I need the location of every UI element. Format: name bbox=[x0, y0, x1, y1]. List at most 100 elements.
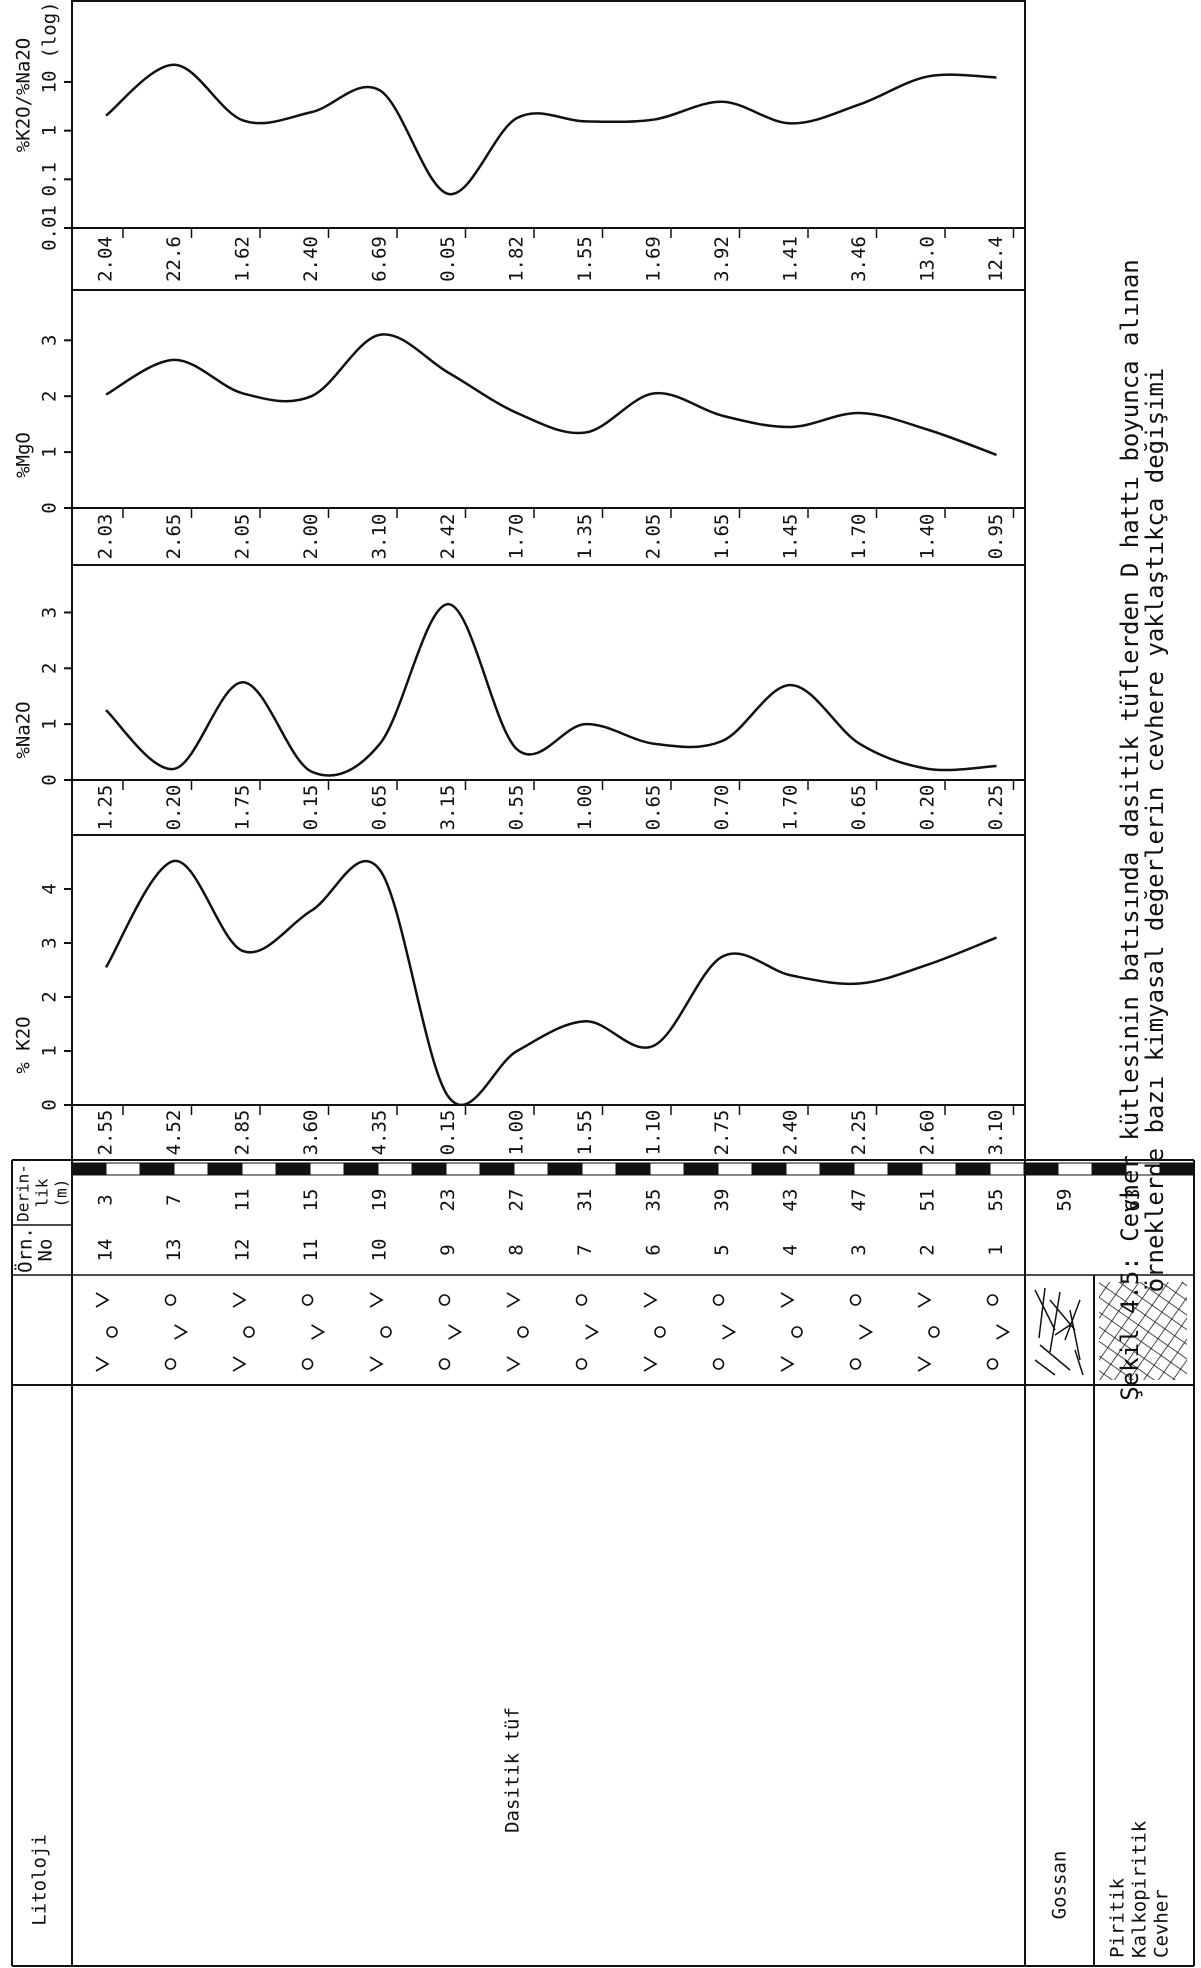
unit-name: Piritik bbox=[1107, 1877, 1129, 1958]
depth-header: lik bbox=[33, 1178, 52, 1207]
value-label: 0.15 bbox=[300, 785, 322, 831]
depth: 19 bbox=[369, 1189, 391, 1212]
data-line bbox=[106, 861, 997, 1105]
depth: 3 bbox=[95, 1194, 117, 1205]
value-label: 0.05 bbox=[437, 236, 459, 282]
y-axis-label: %Na2O bbox=[13, 701, 35, 758]
depth: 31 bbox=[574, 1189, 596, 1212]
value-label: 0.55 bbox=[506, 785, 528, 831]
tuff-symbol bbox=[233, 1357, 245, 1371]
unit-name: Gossan bbox=[1049, 1851, 1071, 1920]
sample-no: 8 bbox=[506, 1244, 528, 1255]
value-label: 1.25 bbox=[95, 785, 117, 831]
value-label: 2.40 bbox=[780, 1110, 802, 1156]
tuff-symbol bbox=[370, 1293, 382, 1307]
value-label: 1.82 bbox=[506, 236, 528, 282]
value-label: 3.15 bbox=[437, 785, 459, 831]
tuff-symbol bbox=[577, 1359, 587, 1369]
y-tick-label: 1 bbox=[39, 125, 61, 136]
depth: 35 bbox=[643, 1189, 665, 1212]
scale-note: (log) bbox=[39, 1, 61, 58]
value-label: 2.60 bbox=[917, 1110, 939, 1156]
value-label: 2.42 bbox=[437, 514, 459, 560]
scale-segment bbox=[888, 1163, 922, 1175]
sample-no: 6 bbox=[643, 1244, 665, 1255]
tuff-symbol bbox=[303, 1359, 313, 1369]
tuff-symbol bbox=[997, 1325, 1009, 1339]
scale-segment bbox=[684, 1163, 718, 1175]
sample-no: 1 bbox=[985, 1244, 1007, 1255]
value-label: 0.95 bbox=[985, 514, 1007, 560]
tuff-symbol bbox=[96, 1293, 108, 1307]
y-tick-label: 1 bbox=[39, 718, 61, 729]
scale-segment bbox=[514, 1163, 548, 1175]
tuff-symbol bbox=[166, 1359, 176, 1369]
sample-no: 13 bbox=[163, 1239, 185, 1262]
y-axis-label: % K2O bbox=[13, 1016, 35, 1073]
tuff-symbol bbox=[929, 1327, 939, 1337]
y-tick-label: 4 bbox=[39, 883, 61, 894]
scale-segment bbox=[582, 1163, 616, 1175]
value-label: 0.65 bbox=[848, 785, 870, 831]
tuff-symbol bbox=[655, 1327, 665, 1337]
y-tick-label: 0 bbox=[39, 774, 61, 785]
scale-segment bbox=[1024, 1163, 1058, 1175]
tuff-symbol bbox=[586, 1325, 598, 1339]
sample-no: 5 bbox=[711, 1244, 733, 1255]
value-label: 2.55 bbox=[95, 1110, 117, 1156]
tuff-symbol bbox=[988, 1359, 998, 1369]
tuff-symbol bbox=[644, 1357, 656, 1371]
value-label: 2.03 bbox=[95, 514, 117, 560]
value-label: 1.00 bbox=[506, 1110, 528, 1156]
value-label: 2.00 bbox=[300, 514, 322, 560]
y-tick-label: 0 bbox=[39, 502, 61, 513]
value-label: 4.52 bbox=[163, 1110, 185, 1156]
y-tick-label: 3 bbox=[39, 937, 61, 948]
data-line bbox=[106, 604, 997, 775]
value-label: 2.05 bbox=[643, 514, 665, 560]
depth-header: (m) bbox=[52, 1179, 71, 1208]
value-label: 2.25 bbox=[848, 1110, 870, 1156]
tuff-symbol bbox=[96, 1357, 108, 1371]
depth: 11 bbox=[232, 1189, 254, 1212]
depth-header: Derin- bbox=[14, 1164, 33, 1222]
scale-segment bbox=[344, 1163, 378, 1175]
sample-no: 10 bbox=[369, 1239, 391, 1262]
caption: örneklerde bazı kimyasal değerlerin cevh… bbox=[1141, 368, 1169, 1293]
sample-no: 11 bbox=[300, 1239, 322, 1262]
value-label: 12.4 bbox=[985, 236, 1007, 282]
tuff-symbol bbox=[644, 1293, 656, 1307]
depth: 55 bbox=[985, 1189, 1007, 1212]
y-tick-label: 2 bbox=[39, 991, 61, 1002]
depth: 23 bbox=[437, 1189, 459, 1212]
tuff-symbol bbox=[781, 1293, 793, 1307]
tuff-symbol bbox=[166, 1295, 176, 1305]
sample-no: 9 bbox=[437, 1244, 459, 1255]
scale-segment bbox=[854, 1163, 888, 1175]
sample-no: 2 bbox=[917, 1244, 939, 1255]
scale-segment bbox=[378, 1163, 412, 1175]
value-label: 1.00 bbox=[574, 785, 596, 831]
depth: 27 bbox=[506, 1189, 528, 1212]
value-label: 1.75 bbox=[232, 785, 254, 831]
scale-segment bbox=[72, 1163, 106, 1175]
sample-no: 14 bbox=[95, 1239, 117, 1262]
value-label: 0.25 bbox=[985, 785, 1007, 831]
value-label: 2.75 bbox=[711, 1110, 733, 1156]
scale-segment bbox=[208, 1163, 242, 1175]
value-label: 1.45 bbox=[780, 514, 802, 560]
value-label: 1.70 bbox=[506, 514, 528, 560]
unit-name: Kalkopiritik bbox=[1129, 1820, 1151, 1958]
tuff-symbol bbox=[370, 1357, 382, 1371]
value-label: 1.55 bbox=[574, 1110, 596, 1156]
unit-name: Cevher bbox=[1151, 1889, 1173, 1958]
tuff-symbol bbox=[577, 1295, 587, 1305]
tuff-symbol bbox=[714, 1295, 724, 1305]
value-label: 2.65 bbox=[163, 514, 185, 560]
value-label: 2.40 bbox=[300, 236, 322, 282]
tuff-symbol bbox=[244, 1327, 254, 1337]
tuff-symbol bbox=[860, 1325, 872, 1339]
scale-segment bbox=[106, 1163, 140, 1175]
scale-segment bbox=[820, 1163, 854, 1175]
data-line bbox=[106, 334, 997, 455]
